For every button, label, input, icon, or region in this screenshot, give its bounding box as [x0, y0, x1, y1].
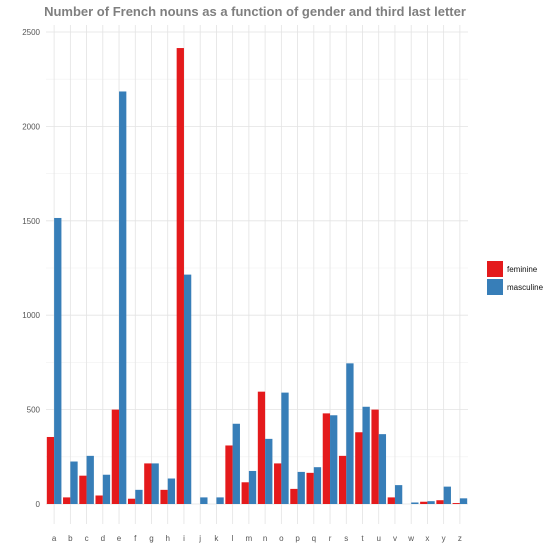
bar-masculine-t: [362, 406, 370, 504]
bar-feminine-g: [144, 463, 152, 504]
x-axis: a b c d e f g h i j k l m n o p q r s t u v w x y z: [52, 534, 462, 543]
x-tick-label: b: [68, 534, 73, 543]
x-tick-label: d: [101, 534, 105, 543]
bar-masculine-s: [346, 363, 354, 504]
x-tick-label: a: [52, 534, 57, 543]
x-tick-label: h: [166, 534, 170, 543]
bar-masculine-k: [216, 497, 224, 504]
bar-feminine-m: [241, 482, 249, 504]
bar-masculine-z: [459, 498, 468, 504]
bar-masculine-l: [232, 423, 240, 504]
x-tick-label: k: [214, 534, 219, 543]
bar-feminine-x: [420, 501, 428, 504]
x-tick-label: v: [393, 534, 397, 543]
x-tick-label: l: [232, 534, 234, 543]
x-tick-label: z: [458, 534, 462, 543]
x-tick-label: x: [425, 534, 429, 543]
bar-masculine-e: [119, 91, 127, 505]
bar-feminine-a: [46, 436, 55, 504]
x-tick-label: n: [263, 534, 267, 543]
x-tick-label: y: [442, 534, 446, 543]
bar-masculine-x: [427, 501, 435, 504]
x-tick-label: r: [329, 534, 332, 543]
bar-feminine-q: [306, 472, 314, 504]
bar-feminine-l: [225, 445, 233, 504]
bar-feminine-z: [452, 503, 460, 504]
bar-masculine-q: [313, 467, 322, 504]
x-tick-label: e: [117, 534, 122, 543]
y-tick-label: 500: [27, 406, 41, 415]
x-tick-label: w: [407, 534, 414, 543]
bar-masculine-j: [200, 497, 208, 504]
bar-masculine-v: [394, 485, 403, 504]
bar-feminine-y: [436, 500, 444, 504]
bar-masculine-p: [297, 471, 305, 504]
x-tick-label: i: [183, 534, 185, 543]
x-tick-label: f: [134, 534, 137, 543]
x-tick-label: p: [295, 534, 300, 543]
y-tick-label: 1000: [22, 311, 40, 320]
bar-masculine-u: [378, 434, 387, 504]
bar-masculine-g: [151, 463, 159, 504]
bar-masculine-d: [102, 474, 111, 504]
x-tick-label: m: [246, 534, 253, 543]
bar-masculine-w: [411, 502, 419, 504]
bar-feminine-i: [176, 48, 184, 504]
legend-label-feminine: feminine: [507, 265, 538, 274]
x-tick-label: u: [377, 534, 381, 543]
bar-masculine-o: [281, 392, 289, 504]
legend-key-feminine: [487, 261, 503, 277]
bar-feminine-r: [322, 413, 331, 504]
bar-masculine-n: [265, 438, 273, 504]
bar-feminine-d: [95, 495, 103, 504]
bar-masculine-a: [54, 217, 62, 504]
bar-feminine-s: [338, 455, 347, 504]
bar-feminine-c: [79, 475, 87, 504]
chart-title: Number of French nouns as a function of …: [44, 4, 466, 19]
x-tick-label: j: [198, 534, 201, 543]
y-axis: 0 500 1000 1500 2000 2500: [22, 28, 40, 509]
bar-masculine-r: [330, 415, 338, 504]
bar-feminine-n: [257, 391, 266, 504]
x-tick-label: q: [312, 534, 316, 543]
y-tick-label: 1500: [22, 217, 40, 226]
bar-masculine-i: [183, 274, 192, 504]
bar-feminine-p: [290, 488, 298, 504]
x-tick-label: o: [279, 534, 284, 543]
bar-masculine-f: [135, 489, 143, 504]
x-tick-label: g: [149, 534, 153, 543]
bar-feminine-e: [111, 409, 120, 504]
bar-feminine-t: [355, 432, 363, 504]
x-tick-label: c: [85, 534, 89, 543]
bar-feminine-f: [127, 498, 136, 504]
legend: feminine masculine: [487, 261, 544, 295]
bar-feminine-u: [371, 409, 379, 504]
bar-masculine-b: [70, 461, 78, 504]
bar-feminine-b: [63, 497, 71, 504]
bar-masculine-h: [167, 478, 176, 504]
x-tick-label: t: [361, 534, 364, 543]
x-tick-label: s: [344, 534, 348, 543]
bar-feminine-o: [274, 463, 282, 504]
legend-label-masculine: masculine: [507, 283, 544, 292]
legend-key-masculine: [487, 279, 503, 295]
bar-masculine-c: [86, 455, 94, 504]
bars: [46, 48, 468, 505]
y-tick-label: 2500: [22, 28, 40, 37]
bar-feminine-h: [160, 489, 168, 504]
bar-masculine-y: [443, 486, 451, 504]
bar-feminine-v: [387, 497, 395, 504]
bar-masculine-m: [248, 470, 257, 504]
y-tick-label: 0: [36, 500, 41, 509]
y-tick-label: 2000: [22, 122, 40, 131]
